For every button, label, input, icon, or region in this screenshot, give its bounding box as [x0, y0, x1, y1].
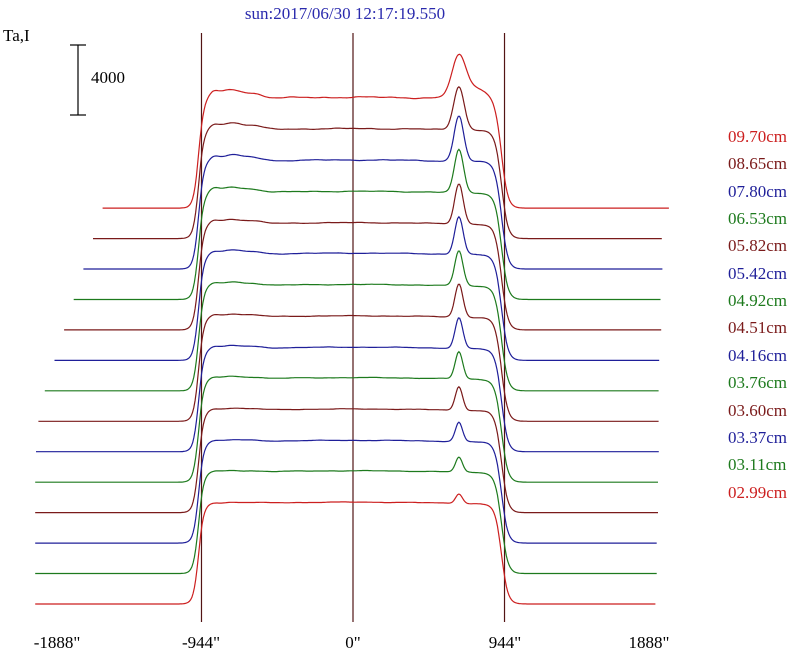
- scan-curve-02.99cm: [35, 493, 656, 605]
- scan-curve-05.82cm: [64, 183, 662, 331]
- legend-item-03.60cm: 03.60cm: [728, 400, 788, 420]
- scan-curve-04.51cm: [38, 283, 659, 422]
- legend-item-09.70cm: 09.70cm: [728, 127, 788, 146]
- x-tick-label: -944": [181, 633, 221, 652]
- x-tick-label: 0": [345, 633, 361, 652]
- legend-item-03.11cm: 03.11cm: [728, 455, 787, 475]
- scan-curve-05.42cm: [54, 215, 660, 361]
- y-axis-label: Ta,I: [3, 26, 30, 45]
- legend-item-03.37cm: 03.37cm: [728, 427, 788, 447]
- x-tick-label: -1888": [33, 633, 81, 652]
- scale-bar-value: 4000: [91, 68, 125, 87]
- legend-item-03.76cm: 03.76cm: [728, 373, 788, 393]
- scan-curve-08.65cm: [93, 85, 662, 240]
- legend-item-06.53cm: 06.53cm: [728, 209, 788, 229]
- scan-curve-06.53cm: [73, 148, 661, 301]
- legend: 09.70cm 08.65cm 07.80cm 06.53cm 05.82cm 05.42…: [728, 0, 807, 662]
- legend-item-04.51cm: 04.51cm: [728, 318, 788, 338]
- scan-curve-07.80cm: [83, 115, 663, 270]
- scan-curve-03.60cm: [35, 385, 658, 514]
- legend-item-05.42cm: 05.42cm: [728, 263, 788, 283]
- legend-item-04.92cm: 04.92cm: [728, 291, 788, 311]
- scan-curve-03.11cm: [35, 456, 657, 575]
- legend-item-05.82cm: 05.82cm: [728, 236, 788, 256]
- chart-title: sun:2017/06/30 12:17:19.550: [244, 4, 446, 23]
- x-tick-label: 944": [488, 633, 522, 652]
- legend-item-02.99cm: 02.99cm: [728, 482, 788, 502]
- legend-item-08.65cm: 08.65cm: [728, 154, 788, 174]
- legend-item-07.80cm: 07.80cm: [728, 181, 788, 201]
- scan-curve-03.76cm: [35, 350, 658, 483]
- scan-curve-03.37cm: [35, 421, 657, 544]
- scan-curve-04.92cm: [44, 250, 659, 392]
- scan-curve-09.70cm: [102, 53, 669, 209]
- scan-curve-04.16cm: [36, 317, 659, 453]
- legend-item-04.16cm: 04.16cm: [728, 345, 788, 365]
- x-tick-label: 1888": [628, 633, 670, 652]
